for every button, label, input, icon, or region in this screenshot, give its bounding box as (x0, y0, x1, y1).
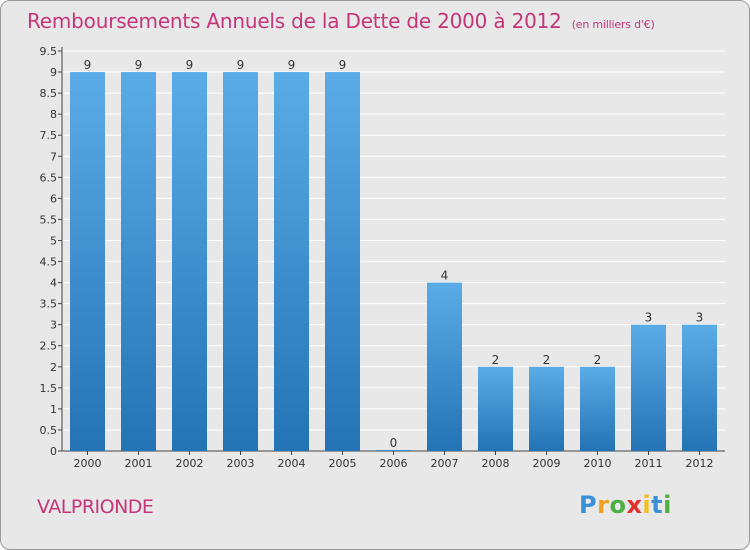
data-label: 3 (696, 311, 704, 325)
x-tick-label: 2012 (686, 457, 714, 470)
logo-letter: r (597, 491, 610, 519)
commune-name: VALPRIONDE (37, 496, 154, 518)
y-tick-label: 4.5 (40, 256, 58, 269)
bar-2000 (70, 72, 105, 451)
y-tick-label: 6 (50, 192, 57, 205)
proxiti-logo: Proxiti (579, 491, 672, 519)
bar-2009 (529, 366, 564, 451)
y-tick-label: 4 (50, 277, 57, 290)
bar-2012 (682, 324, 717, 451)
data-label: 4 (441, 269, 449, 283)
y-tick-label: 5 (50, 234, 57, 247)
y-tick-label: 5.5 (40, 213, 58, 226)
data-label: 9 (135, 58, 143, 72)
bar-2002 (172, 72, 207, 451)
bar-2008 (478, 366, 513, 451)
x-tick-label: 2011 (635, 457, 663, 470)
y-tick-label: 9 (50, 66, 57, 79)
x-tick-label: 2002 (176, 457, 204, 470)
y-tick-label: 8.5 (40, 87, 58, 100)
x-tick-label: 2000 (74, 457, 102, 470)
x-tick-label: 2010 (584, 457, 612, 470)
logo-letter: x (626, 491, 643, 519)
data-label: 2 (543, 353, 551, 367)
y-tick-label: 7.5 (40, 129, 58, 142)
plot-area (62, 51, 725, 451)
y-tick-label: 8 (50, 108, 57, 121)
bar-2005 (325, 72, 360, 451)
bar-2001 (121, 72, 156, 451)
data-label: 9 (288, 58, 296, 72)
bar-2007 (427, 282, 462, 451)
x-tick-label: 2009 (533, 457, 561, 470)
x-tick-label: 2006 (380, 457, 408, 470)
x-tick-label: 2007 (431, 457, 459, 470)
y-tick-label: 9.5 (40, 45, 58, 58)
x-tick-label: 2008 (482, 457, 510, 470)
x-tick-label: 2003 (227, 457, 255, 470)
x-tick-label: 2001 (125, 457, 153, 470)
logo-letter: i (663, 491, 672, 519)
logo-letter: i (642, 491, 652, 519)
data-label: 9 (186, 58, 194, 72)
bar-2006 (376, 450, 411, 451)
y-tick-label: 7 (50, 150, 57, 163)
data-label: 9 (237, 58, 245, 72)
data-label: 9 (339, 58, 347, 72)
chart-title: Remboursements Annuels de la Dette de 20… (27, 9, 655, 33)
y-tick-label: 6.5 (40, 171, 58, 184)
data-label: 2 (492, 353, 500, 367)
data-label: 3 (645, 311, 653, 325)
y-tick-label: 1.5 (40, 382, 58, 395)
unit-label: (en milliers d'€) (571, 18, 655, 31)
bar-2010 (580, 366, 615, 451)
y-tick-label: 2 (50, 361, 57, 374)
logo-letter: o (609, 491, 627, 519)
y-tick-label: 1 (50, 403, 57, 416)
logo-letter: P (579, 491, 598, 519)
data-label: 0 (390, 436, 398, 450)
y-tick-label: 2.5 (40, 340, 58, 353)
y-tick-label: 3 (50, 319, 57, 332)
bar-2003 (223, 72, 258, 451)
bar-2011 (631, 324, 666, 451)
x-tick-label: 2005 (329, 457, 357, 470)
y-tick-label: 0 (50, 445, 57, 458)
title-text: Remboursements Annuels de la Dette de 20… (27, 9, 562, 33)
bar-2004 (274, 72, 309, 451)
data-label: 2 (594, 353, 602, 367)
x-tick-label: 2004 (278, 457, 306, 470)
data-label: 9 (84, 58, 92, 72)
y-tick-label: 3.5 (40, 298, 58, 311)
y-tick-label: 0.5 (40, 424, 58, 437)
logo-letter: t (651, 491, 664, 519)
